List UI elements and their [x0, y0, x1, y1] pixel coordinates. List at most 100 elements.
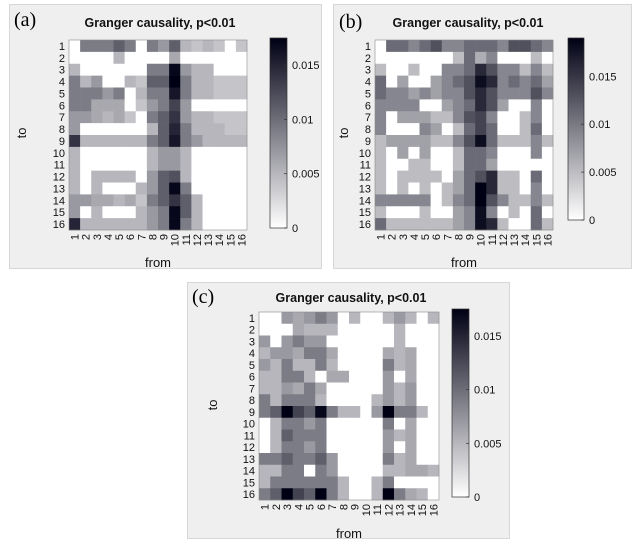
heatmap-cell	[394, 476, 406, 489]
heatmap-frame	[258, 311, 440, 501]
heatmap-cell	[419, 170, 431, 183]
heatmap-cell	[69, 170, 81, 183]
heatmap-cell	[326, 335, 339, 348]
heatmap-cell	[202, 194, 214, 207]
heatmap-cell	[430, 218, 443, 231]
y-tick-label: 16	[53, 219, 65, 231]
heatmap-cell	[135, 87, 148, 100]
heatmap-cell	[337, 359, 350, 372]
heatmap-cell	[281, 382, 294, 395]
heatmap-cell	[124, 218, 137, 231]
y-tick-label: 10	[243, 419, 255, 431]
heatmap-cell	[508, 146, 520, 160]
heatmap-cell	[235, 87, 248, 100]
heatmap-cell	[464, 123, 476, 136]
heatmap-cell	[270, 417, 282, 430]
heatmap-cell	[386, 170, 398, 183]
y-tick-label: 11	[54, 160, 65, 172]
heatmap-cell	[394, 429, 406, 442]
heatmap-cell	[475, 75, 487, 88]
heatmap-cell	[349, 488, 361, 501]
heatmap-cell	[337, 382, 350, 395]
y-tick-label: 15	[53, 207, 65, 219]
heatmap-cell	[259, 382, 271, 395]
heatmap-cell	[69, 87, 81, 100]
heatmap-cell	[315, 323, 327, 336]
heatmap-cell	[519, 123, 532, 136]
heatmap-cell	[430, 146, 443, 160]
heatmap-cell	[541, 182, 554, 195]
x-tick-label: 10	[476, 234, 488, 246]
x-tick-label: 15	[417, 504, 429, 516]
y-tick-label: 12	[53, 172, 65, 184]
heatmap-cell	[475, 51, 487, 65]
heatmap-cell	[315, 441, 327, 454]
heatmap-cell	[405, 417, 417, 430]
heatmap-cell	[113, 146, 125, 160]
heatmap-cell	[315, 476, 327, 489]
y-tick-label: 12	[359, 172, 371, 184]
heatmap-cell	[315, 429, 327, 442]
heatmap-cell	[315, 453, 327, 466]
heatmap-cell	[124, 206, 137, 219]
y-tick-label: 3	[365, 65, 371, 77]
heatmap-cell	[202, 182, 214, 195]
heatmap-cell	[91, 218, 103, 231]
heatmap-cell	[519, 63, 532, 76]
heatmap-cell	[91, 99, 103, 112]
x-tick-label: 6	[431, 234, 443, 240]
heatmap-cell	[519, 87, 532, 100]
heatmap-cell	[80, 146, 92, 160]
heatmap-cell	[80, 99, 92, 112]
heatmap-cell	[281, 453, 294, 466]
heatmap-cell	[191, 99, 203, 112]
heatmap-cell	[191, 135, 203, 148]
heatmap-cell	[371, 323, 384, 336]
heatmap-cell	[349, 359, 361, 372]
heatmap-cell	[397, 40, 409, 53]
heatmap-cell	[315, 335, 327, 348]
x-tick-label: 7	[327, 504, 339, 510]
y-tick-label: 14	[359, 195, 371, 207]
heatmap-cell	[69, 194, 81, 207]
heatmap-cell	[69, 218, 81, 231]
y-tick-label: 16	[243, 489, 255, 501]
heatmap-cell	[91, 40, 103, 53]
heatmap-cell	[497, 75, 509, 88]
heatmap-cell	[180, 87, 192, 100]
heatmap-cell	[497, 218, 509, 231]
heatmap-cell	[519, 40, 532, 53]
heatmap-cell	[475, 63, 487, 76]
heatmap-cell	[394, 347, 406, 360]
heatmap-cell	[382, 429, 395, 442]
y-tick-label: 7	[249, 383, 255, 395]
heatmap-cell	[427, 312, 440, 325]
heatmap-cell	[519, 206, 532, 219]
heatmap-cell	[371, 394, 384, 407]
heatmap-cell	[427, 464, 440, 477]
heatmap-cell	[394, 417, 406, 430]
colorbar-tick-label: 0.01	[292, 114, 313, 126]
panel-label: (c)	[192, 286, 215, 308]
heatmap-cell	[180, 194, 192, 207]
heatmap-cell	[405, 335, 417, 348]
heatmap-cell	[270, 464, 282, 477]
heatmap-cell	[102, 75, 114, 88]
heatmap-cell	[349, 370, 361, 383]
heatmap-cell	[486, 63, 498, 76]
heatmap-cell	[281, 323, 294, 336]
heatmap-cell	[80, 218, 92, 231]
heatmap-cell	[102, 63, 114, 76]
heatmap-cell	[224, 63, 237, 76]
heatmap-cell	[441, 63, 454, 76]
heatmap-cell	[91, 87, 103, 100]
heatmap-cell	[408, 123, 420, 136]
heatmap-cell	[486, 170, 498, 183]
heatmap-cell	[430, 182, 443, 195]
colorbar	[567, 37, 585, 221]
heatmap-cell	[292, 476, 305, 489]
heatmap-cell	[146, 99, 159, 112]
heatmap-cell	[80, 40, 92, 53]
heatmap-cell	[158, 146, 170, 160]
heatmap-cell	[427, 441, 440, 454]
